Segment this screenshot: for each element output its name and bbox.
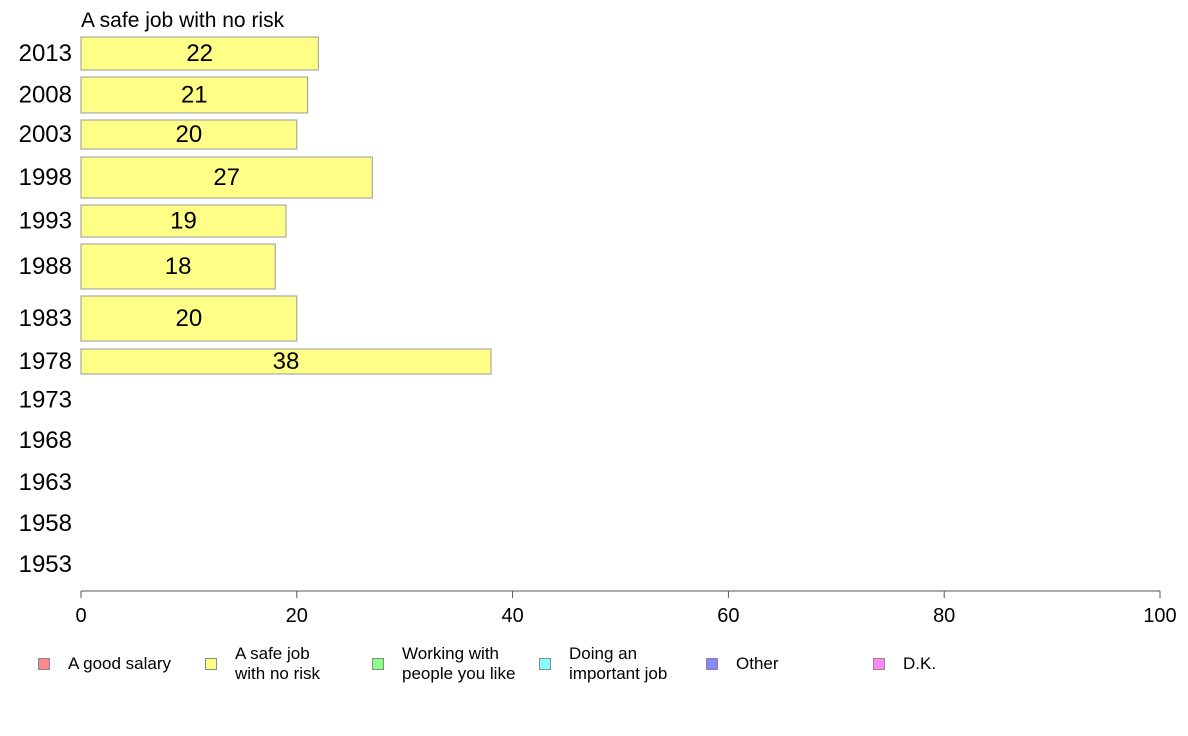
y-tick-label: 1978 <box>19 348 72 375</box>
legend-item: Doing an important job <box>539 642 667 686</box>
legend-swatch <box>205 658 217 670</box>
x-tick-label: 40 <box>501 605 523 627</box>
legend-swatch <box>873 658 885 670</box>
legend-item: A safe job with no risk <box>205 642 320 686</box>
bar-data-label: 21 <box>181 82 208 109</box>
bar <box>80 243 276 290</box>
legend-label: D.K. <box>903 654 937 673</box>
legend-swatch <box>706 658 718 670</box>
x-tick-label: 100 <box>1143 605 1176 627</box>
y-tick-label: 1993 <box>19 208 72 235</box>
legend-swatch <box>38 658 50 670</box>
bar <box>80 204 287 238</box>
bar <box>80 36 319 71</box>
y-tick-label: 2013 <box>19 40 72 67</box>
y-tick-label: 1983 <box>19 305 72 332</box>
chart-title: A safe job with no risk <box>81 9 285 32</box>
legend: A good salary A safe job with no risk Work… <box>38 642 1168 686</box>
bar-data-label: 20 <box>176 305 203 332</box>
bar-data-label: 27 <box>213 164 240 191</box>
y-axis-labels: 2013 2008 2003 1998 1993 1988 1983 1978 1973 1968… <box>19 40 72 578</box>
bar <box>80 76 309 114</box>
legend-swatch <box>539 658 551 670</box>
y-tick-label: 1998 <box>19 164 72 191</box>
bar-data-label: 22 <box>186 40 213 67</box>
legend-label: A safe job with no risk <box>235 644 321 683</box>
y-tick-label: 1973 <box>19 387 72 414</box>
y-tick-label: 1958 <box>19 510 72 537</box>
bar-data-label: 38 <box>273 348 300 375</box>
bar <box>80 156 373 199</box>
x-tick-label: 0 <box>75 605 86 627</box>
y-tick-label: 2003 <box>19 121 72 148</box>
legend-item: A good salary <box>38 642 171 686</box>
bar <box>80 348 492 375</box>
bar <box>80 119 298 150</box>
legend-label: Working with people you like <box>402 644 516 683</box>
bars-group: 22 21 20 27 19 18 20 38 <box>80 36 492 375</box>
legend-item: Other <box>706 642 779 686</box>
y-tick-label: 1963 <box>19 469 72 496</box>
y-tick-label: 1953 <box>19 551 72 578</box>
legend-item: D.K. <box>873 642 936 686</box>
x-tick-label: 60 <box>717 605 739 627</box>
bar-data-label: 18 <box>165 253 192 280</box>
legend-label: A good salary <box>68 654 172 673</box>
bar <box>80 295 298 342</box>
x-axis: 0 20 40 60 80 100 <box>75 590 1177 627</box>
legend-swatch <box>372 658 384 670</box>
y-tick-label: 1988 <box>19 253 72 280</box>
x-tick-label: 20 <box>286 605 308 627</box>
bar-data-label: 19 <box>170 208 197 235</box>
x-tick-label: 80 <box>933 605 955 627</box>
bar-data-label: 20 <box>176 121 203 148</box>
legend-item: Working with people you like <box>372 642 515 686</box>
y-tick-label: 1968 <box>19 427 72 454</box>
legend-label: Doing an important job <box>569 644 668 683</box>
y-tick-label: 2008 <box>19 82 72 109</box>
legend-label: Other <box>736 654 779 673</box>
